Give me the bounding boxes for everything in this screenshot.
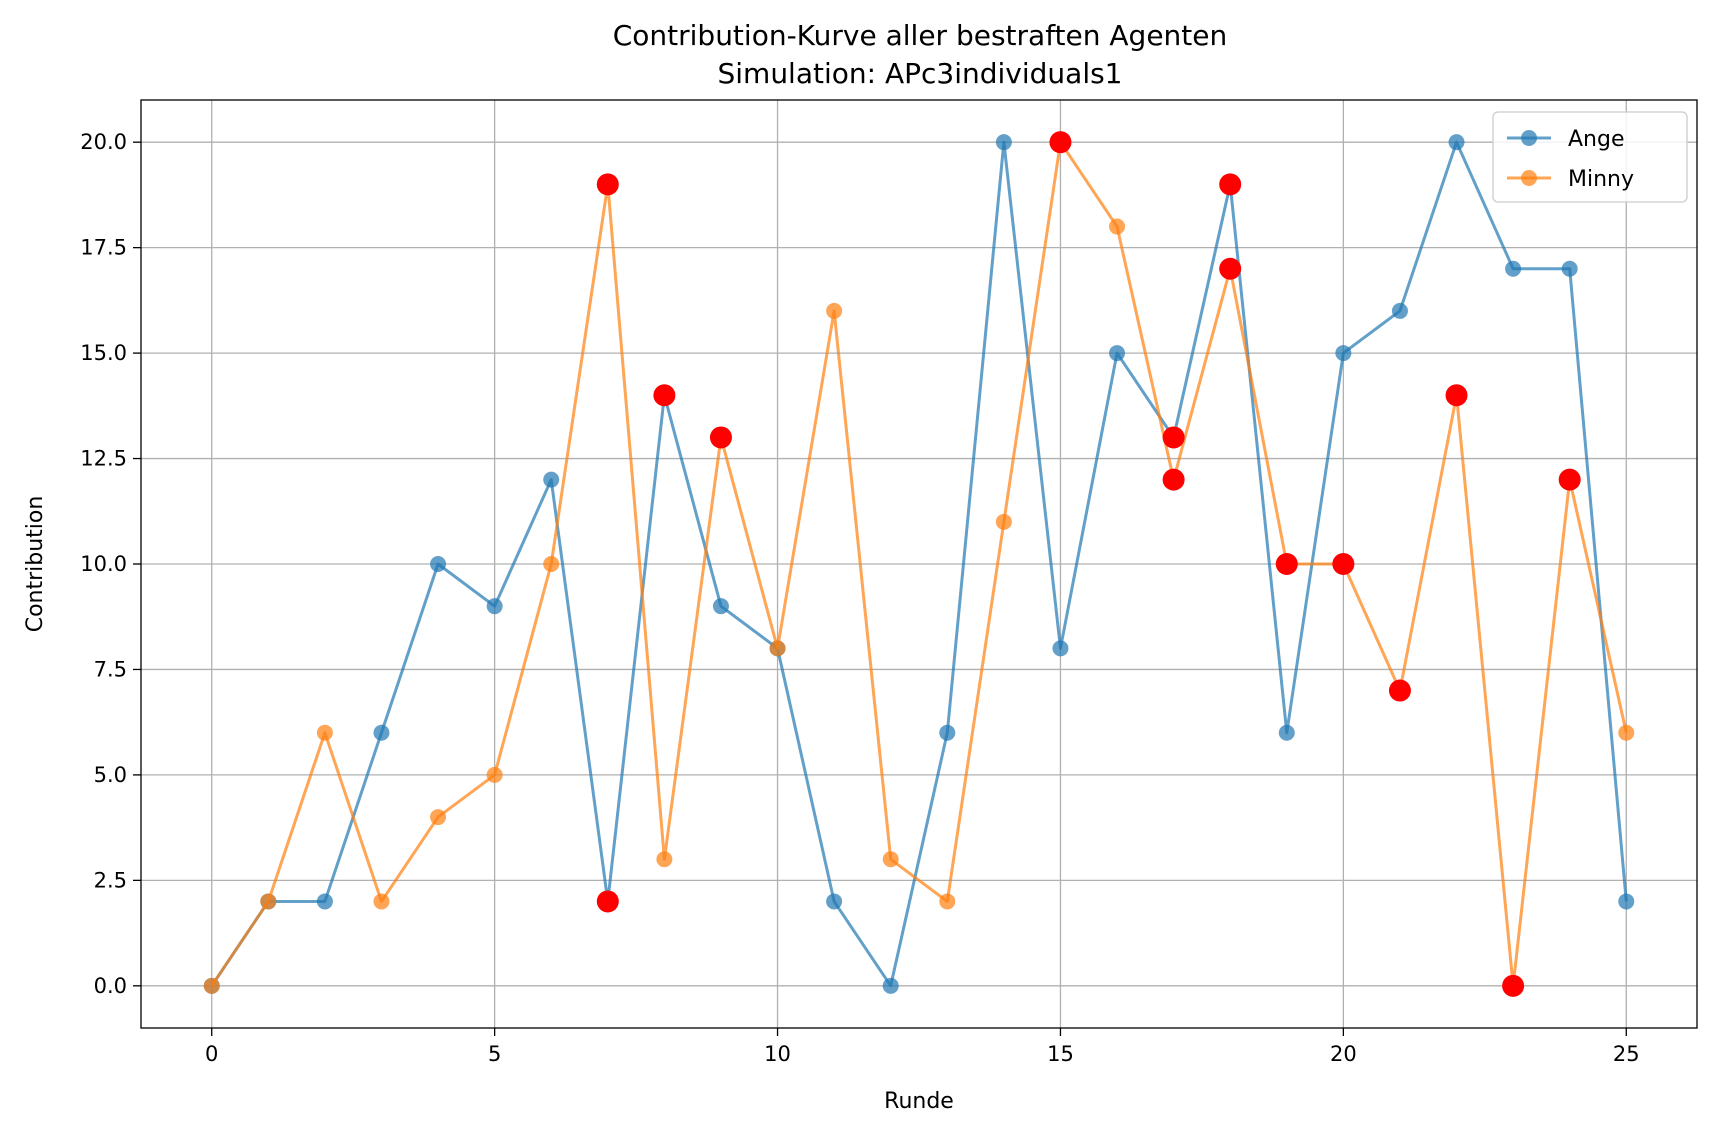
data-point-ange bbox=[1391, 302, 1408, 319]
punished-point-minny bbox=[1219, 257, 1242, 280]
data-point-ange bbox=[826, 893, 843, 910]
punished-point-minny bbox=[1502, 974, 1525, 997]
y-axis-label: Contribution bbox=[23, 496, 48, 633]
data-point-ange bbox=[1052, 640, 1069, 657]
data-point-minny bbox=[656, 851, 673, 868]
y-tick-label: 15.0 bbox=[80, 341, 127, 365]
chart-subtitle: Simulation: APc3individuals1 bbox=[717, 57, 1122, 90]
data-point-ange bbox=[430, 556, 447, 572]
data-point-minny bbox=[486, 766, 503, 783]
data-point-ange bbox=[882, 977, 899, 994]
data-point-ange bbox=[1335, 345, 1352, 362]
punished-point-minny bbox=[1388, 679, 1411, 702]
punished-point-ange bbox=[1219, 173, 1242, 196]
x-tick-label: 10 bbox=[764, 1042, 791, 1066]
series-layer bbox=[203, 134, 1635, 994]
y-tick-label: 17.5 bbox=[80, 236, 127, 260]
series-line-ange bbox=[210, 140, 1628, 988]
data-point-ange bbox=[1109, 345, 1126, 362]
data-point-minny bbox=[769, 640, 786, 657]
punished-point-minny bbox=[1162, 468, 1185, 491]
legend-marker-minny bbox=[1521, 170, 1537, 186]
punished-point-minny bbox=[1275, 553, 1298, 575]
legend: Ange Minny bbox=[1492, 111, 1688, 203]
punished-point-minny bbox=[1332, 553, 1355, 575]
x-tick-label: 5 bbox=[488, 1042, 501, 1066]
data-point-minny bbox=[316, 724, 333, 741]
data-point-minny bbox=[373, 893, 390, 910]
y-tick-label: 5.0 bbox=[94, 763, 127, 787]
legend-label-minny: Minny bbox=[1568, 167, 1634, 192]
x-tick-label: 20 bbox=[1330, 1042, 1357, 1066]
y-tick-label: 2.5 bbox=[94, 868, 127, 892]
legend-label-ange: Ange bbox=[1568, 127, 1625, 152]
data-point-ange bbox=[939, 724, 956, 741]
punished-point-minny bbox=[709, 426, 732, 449]
data-point-ange bbox=[373, 724, 390, 741]
data-point-minny bbox=[430, 809, 447, 826]
data-point-minny bbox=[1109, 218, 1126, 235]
data-point-minny bbox=[260, 893, 277, 910]
data-point-ange bbox=[995, 134, 1012, 151]
data-point-minny bbox=[826, 302, 843, 319]
x-axis-label: Runde bbox=[884, 1089, 954, 1114]
data-point-minny bbox=[203, 977, 220, 994]
data-point-ange bbox=[316, 893, 333, 910]
punished-point-minny bbox=[1558, 468, 1581, 491]
x-tick-label: 15 bbox=[1047, 1042, 1074, 1066]
punished-point-ange bbox=[653, 384, 676, 407]
data-point-minny bbox=[1618, 724, 1635, 741]
y-tick-label: 10.0 bbox=[80, 552, 127, 576]
data-point-ange bbox=[712, 598, 729, 615]
data-point-ange bbox=[1505, 260, 1522, 277]
data-point-ange bbox=[1448, 134, 1465, 151]
punished-point-ange bbox=[596, 890, 619, 913]
data-point-ange bbox=[543, 471, 560, 488]
data-point-ange bbox=[1278, 724, 1295, 741]
y-tick-label: 7.5 bbox=[94, 657, 127, 681]
data-point-minny bbox=[882, 851, 899, 868]
punished-point-minny bbox=[1049, 131, 1072, 154]
y-tick-label: 20.0 bbox=[80, 130, 127, 154]
axis-ticks: 0 5 10 15 20 25 0.0 2.5 5.0 7.5 10.0 12.5 15.0 17.5 20… bbox=[80, 130, 1639, 1066]
data-point-ange bbox=[486, 598, 503, 615]
data-point-ange bbox=[1618, 893, 1635, 910]
legend-marker-ange bbox=[1521, 130, 1537, 146]
chart-title: Contribution-Kurve aller bestraften Agen… bbox=[613, 19, 1228, 52]
x-tick-label: 0 bbox=[205, 1042, 218, 1066]
data-point-minny bbox=[995, 513, 1012, 530]
data-point-minny bbox=[939, 893, 956, 910]
x-tick-label: 25 bbox=[1613, 1042, 1640, 1066]
grid-lines bbox=[141, 100, 1697, 1028]
data-point-minny bbox=[543, 556, 560, 572]
series-line-minny bbox=[210, 140, 1628, 988]
y-tick-label: 0.0 bbox=[94, 974, 127, 998]
punished-markers bbox=[596, 131, 1581, 997]
data-point-ange bbox=[1561, 260, 1578, 277]
punished-point-ange bbox=[1162, 426, 1185, 449]
punished-point-minny bbox=[596, 173, 619, 196]
y-tick-label: 12.5 bbox=[80, 447, 127, 471]
punished-point-minny bbox=[1445, 384, 1468, 407]
